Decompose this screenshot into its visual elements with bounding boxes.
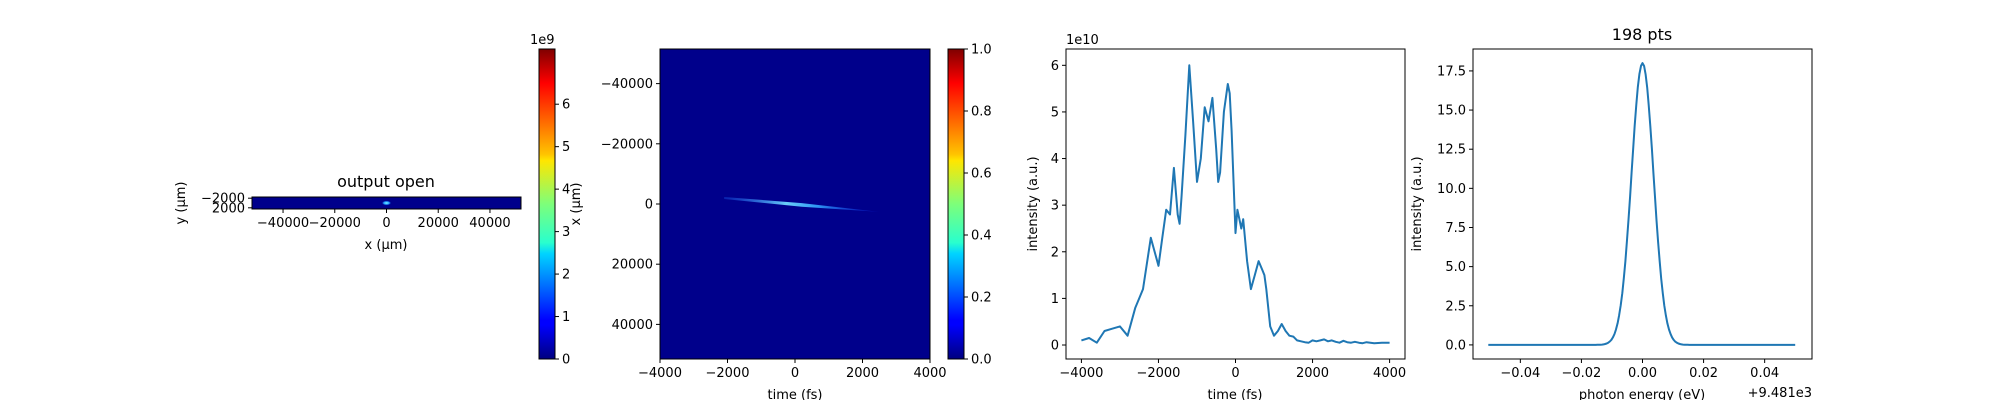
panel-4-offset-label: +9.481e3 [1748, 386, 1812, 400]
y-tick-label: 20000 [612, 258, 653, 273]
panel-4-x-ticks: −0.04 −0.02 0.00 0.02 0.04 [1500, 359, 1779, 381]
panel-3-axes-frame [1065, 48, 1406, 360]
y-tick-label: 5.0 [1445, 260, 1466, 275]
y-tick-label: −20000 [601, 137, 653, 152]
panel-2-y-axis-label: x (μm) [569, 183, 584, 226]
y-tick-label: 0.0 [1445, 338, 1466, 353]
y-tick-label: 17.5 [1437, 64, 1466, 79]
x-tick-label: 4000 [1373, 366, 1406, 381]
y-tick-label: −40000 [601, 77, 653, 92]
panel-2-x-axis-label: time (fs) [768, 388, 823, 400]
panel-4-axes-frame [1472, 48, 1813, 360]
y-tick-label: 0 [645, 198, 653, 213]
colorbar-tick-label: 4 [562, 183, 570, 198]
colorbar-tick-label: 0 [562, 353, 570, 368]
colorbar-tick-label: 0.8 [971, 105, 992, 120]
y-tick-label: −2000 [201, 192, 245, 207]
colorbar-tick-label: 0.4 [971, 229, 992, 244]
x-tick-label: 0.02 [1689, 366, 1718, 381]
colorbar-tick-label: 5 [562, 140, 570, 155]
panel-4-x-axis-label: photon energy (eV) [1579, 388, 1705, 400]
x-tick-label: 0.00 [1628, 366, 1657, 381]
panel-intensity-time: −4000 −2000 0 2000 4000 0 1 2 3 4 5 6 1e10 time (f… [1026, 33, 1406, 400]
colorbar-tick-label: 0.2 [971, 291, 992, 306]
panel-1-x-ticks: −40000 −20000 0 20000 40000 [257, 209, 511, 231]
colorbar-tick-label: 2 [562, 268, 570, 283]
panel-4-y-axis-label: intensity (a.u.) [1410, 156, 1425, 251]
panel-output-open: output open −40000 −20000 0 20000 40000 −200… [174, 33, 570, 368]
panel-1-title: output open [337, 172, 435, 191]
y-tick-label: 10.0 [1437, 182, 1466, 197]
panel-spectrum: −0.04 −0.02 0.00 0.02 0.04 0.0 2.5 5.0 7.5 10.0 1… [1410, 25, 1813, 400]
y-tick-label: 15.0 [1437, 104, 1466, 119]
y-tick-label: 7.5 [1445, 221, 1466, 236]
x-tick-label: 2000 [846, 366, 879, 381]
y-tick-label: 2 [1051, 245, 1059, 260]
panel-1-hotspot [381, 200, 392, 206]
panel-2-streak [724, 196, 880, 212]
y-tick-label: 5 [1051, 105, 1059, 120]
panel-2-x-ticks: −4000 −2000 0 2000 4000 [638, 359, 947, 381]
y-tick-label: 12.5 [1437, 143, 1466, 158]
y-tick-label: 6 [1051, 59, 1059, 74]
x-tick-label: 0 [1231, 366, 1239, 381]
x-tick-label: −2000 [1136, 366, 1180, 381]
colorbar-tick-label: 0.6 [971, 167, 992, 182]
panel-2-colorbar-ticks: 0.0 0.2 0.4 0.6 0.8 1.0 [964, 43, 992, 368]
x-tick-label: −4000 [1059, 366, 1103, 381]
panel-1-y-axis-label: y (μm) [174, 182, 189, 225]
panel-3-intensity-line [1081, 64, 1390, 345]
panel-4-title: 198 pts [1612, 25, 1672, 44]
panel-2-colorbar [947, 48, 965, 360]
y-tick-label: 2.5 [1445, 299, 1466, 314]
x-tick-label: 4000 [913, 366, 946, 381]
colorbar-tick-label: 0.0 [971, 353, 992, 368]
panel-time-space: −4000 −2000 0 2000 4000 −40000−2000002000040… [569, 43, 992, 400]
x-tick-label: −0.04 [1500, 366, 1540, 381]
colorbar-tick-label: 1 [562, 310, 570, 325]
panel-4-y-ticks: 0.0 2.5 5.0 7.5 10.0 12.5 15.0 17.5 [1437, 64, 1473, 353]
y-tick-label: 3 [1051, 199, 1059, 214]
panel-1-colorbar [538, 48, 556, 360]
panel-3-offset-label: 1e10 [1066, 33, 1099, 48]
x-tick-label: 0 [382, 216, 390, 231]
x-tick-label: −20000 [309, 216, 361, 231]
x-tick-label: 40000 [469, 216, 510, 231]
y-tick-label: 0 [1051, 339, 1059, 354]
y-tick-label: 2000 [212, 201, 245, 216]
panel-4-spectrum-line [1488, 62, 1796, 346]
panel-3-y-ticks: 0 1 2 3 4 5 6 [1051, 59, 1066, 354]
x-tick-label: −40000 [257, 216, 309, 231]
x-tick-label: 0.04 [1750, 366, 1779, 381]
panel-1-x-axis-label: x (μm) [365, 238, 408, 253]
x-tick-label: −2000 [706, 366, 750, 381]
y-tick-label: 40000 [612, 318, 653, 333]
y-tick-label: 1 [1051, 292, 1059, 307]
colorbar-tick-label: 3 [562, 225, 570, 240]
x-tick-label: 20000 [418, 216, 459, 231]
y-tick-label: 4 [1051, 152, 1059, 167]
x-tick-label: 2000 [1296, 366, 1329, 381]
panel-1-colorbar-offset: 1e9 [530, 33, 555, 48]
panel-1-colorbar-ticks: 0 1 2 3 4 5 6 [555, 98, 570, 368]
x-tick-label: 0 [791, 366, 799, 381]
colorbar-tick-label: 6 [562, 98, 570, 113]
panel-2-y-ticks: −40000 −20000 0 20000 40000 [601, 77, 660, 333]
colorbar-tick-label: 1.0 [971, 43, 992, 58]
panel-3-y-axis-label: intensity (a.u.) [1026, 156, 1041, 251]
x-tick-label: −4000 [638, 366, 682, 381]
x-tick-label: −0.02 [1561, 366, 1601, 381]
panel-3-x-axis-label: time (fs) [1208, 388, 1263, 400]
panel-3-x-ticks: −4000 −2000 0 2000 4000 [1059, 359, 1406, 381]
